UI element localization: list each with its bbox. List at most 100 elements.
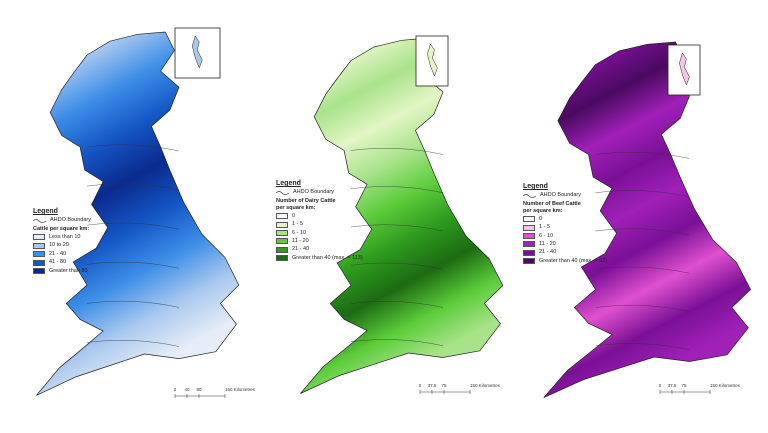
legend-label: 1 - 5 [539, 224, 551, 231]
boundary-entry: AHDO Boundary [523, 192, 607, 199]
scale-label: 0 [174, 387, 177, 392]
boundary-line [595, 152, 690, 159]
legend-label: 1 - 5 [292, 221, 304, 228]
legend-label: 0 [539, 215, 543, 222]
boundary-line [595, 266, 690, 274]
legend-entry: 6 - 10 [276, 230, 363, 237]
legend-swatch [276, 246, 288, 253]
legend-entry: 10 to 20 [33, 242, 93, 249]
scale-label: 37.5 [668, 383, 677, 388]
legend-heading: Number of Dairy Cattle per square km: [276, 197, 336, 211]
legend-swatch [276, 255, 288, 262]
legend-label: 6 - 10 [539, 232, 554, 239]
legend-label: Greater than 80 [49, 267, 88, 274]
boundary-line [86, 261, 180, 269]
legend-swatch [523, 233, 535, 240]
legend-label: 21 - 40 [292, 246, 310, 253]
map-region [543, 41, 752, 398]
legend-swatch [276, 221, 288, 228]
legend-entry: 11 - 20 [276, 238, 363, 245]
legend-label: 6 - 10 [292, 229, 307, 236]
boundary-label: AHDO Boundary [540, 191, 581, 198]
legend-title: Legend [523, 183, 548, 190]
legend-entry: 21 - 40 [33, 251, 93, 258]
legend-swatch [33, 251, 45, 258]
legend-label: Greater than 40 (max. = 92) [539, 257, 608, 264]
legend-swatch [523, 258, 535, 265]
legend-swatch [523, 241, 535, 248]
map-region [36, 31, 240, 396]
scale-label: 150 Kilometres [470, 383, 501, 388]
scale-bar: 0 40 80 160 Kilometres [174, 387, 256, 398]
legend-title: Legend [276, 180, 301, 187]
legend-entry: 21 - 40 [276, 246, 363, 253]
boundary-line [86, 183, 180, 191]
inset-islands [679, 52, 690, 86]
boundary-line [350, 262, 444, 270]
inset-islands [191, 35, 203, 69]
legend-swatch [523, 224, 535, 231]
inset-islands [427, 43, 438, 77]
legend-entry: 6 - 10 [523, 233, 607, 240]
legend-label: 10 to 20 [49, 242, 69, 249]
legend-swatch [33, 234, 45, 241]
legend-heading: Number of Beef Cattle per square km: [523, 200, 581, 214]
scale-label: 0 [659, 383, 662, 388]
legend-entry: 0 [523, 216, 607, 223]
boundary-line [350, 339, 444, 346]
boundary-line [350, 224, 444, 232]
scale-label: 0 [419, 383, 422, 388]
legend-swatch [523, 249, 535, 256]
legend-label: 11 - 20 [539, 241, 556, 247]
boundary-entry: AHDO Boundary [33, 217, 93, 224]
legend: Legend AHDO Boundary Number of Dairy Cattl… [276, 180, 363, 262]
legend-entry: 0 [276, 213, 363, 220]
legend-swatch [276, 238, 288, 245]
boundary-line [350, 148, 444, 155]
legend-swatch [33, 267, 45, 274]
legend-label: 11 - 20 [292, 238, 309, 244]
boundary-line [595, 228, 690, 236]
legend-entry: 21 - 40 [523, 249, 607, 256]
legend-heading: Cattle per square km: [33, 225, 90, 232]
legend-label: Greater than 40 (max. = 113) [292, 254, 363, 261]
boundary-entry: AHDO Boundary [276, 189, 363, 196]
scale-label: 150 Kilometres [710, 383, 741, 388]
boundary-label: AHDO Boundary [50, 216, 91, 223]
boundary-symbol [276, 190, 290, 195]
boundary-line [595, 305, 690, 312]
legend-entry: 41 - 80 [33, 259, 93, 266]
boundary-line [86, 222, 180, 230]
scale-label: 75 [441, 383, 447, 388]
legend-entry: 11 - 20 [523, 241, 607, 248]
legend-swatch [276, 230, 288, 237]
scale-label: 37.5 [428, 383, 437, 388]
boundary-line [595, 190, 690, 197]
boundary-line [86, 300, 180, 308]
legend-entry: 1 - 5 [276, 221, 363, 228]
legend: Legend AHDO Boundary Number of Beef Cattle… [523, 183, 607, 265]
legend-label: 0 [292, 212, 296, 219]
boundary-line [350, 186, 444, 193]
boundary-line [350, 301, 444, 308]
boundary-line [86, 144, 180, 152]
scale-label: 75 [681, 383, 687, 388]
legend-label: 41 - 80 [49, 259, 67, 266]
legend-swatch [523, 216, 535, 223]
legend-label: 21 - 40 [49, 250, 67, 257]
legend-entry: Greater than 80 [33, 268, 93, 275]
scale-label: 160 Kilometres [225, 387, 256, 392]
legend: Legend AHDO Boundary Cattle per square km:… [33, 208, 93, 274]
boundary-symbol [33, 218, 47, 223]
legend-swatch [33, 259, 45, 266]
scale-label: 80 [196, 387, 202, 392]
boundary-line [595, 343, 690, 350]
legend-entry: Less than 10 [33, 234, 93, 241]
legend-label: 21 - 40 [539, 249, 557, 256]
boundary-label: AHDO Boundary [293, 188, 334, 195]
map-region [300, 37, 504, 394]
boundary-line [86, 340, 180, 347]
legend-swatch [276, 213, 288, 220]
